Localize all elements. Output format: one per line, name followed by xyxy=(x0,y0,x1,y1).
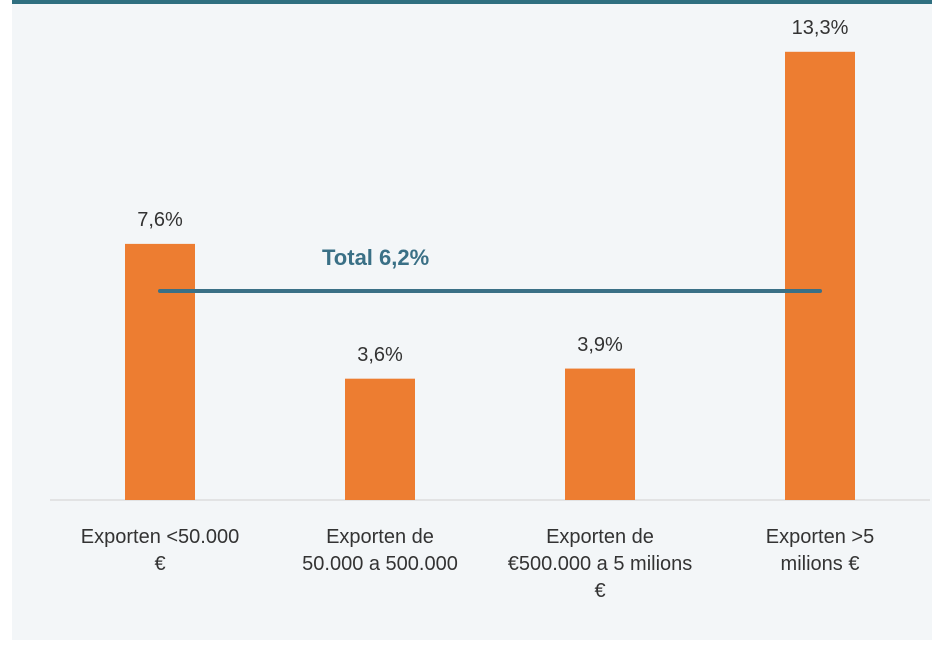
bar xyxy=(125,243,195,500)
data-label: 3,9% xyxy=(577,333,623,356)
bar xyxy=(785,51,855,500)
x-tick-label: Exporten >5 milions € xyxy=(765,526,875,575)
bar xyxy=(565,368,635,500)
data-label: 3,6% xyxy=(357,343,403,366)
bar xyxy=(345,378,415,500)
data-label: 13,3% xyxy=(791,16,849,39)
data-label: 7,6% xyxy=(137,208,183,231)
x-tick-label: Exporten <50.000 € xyxy=(80,526,240,575)
reference-label: Total 6,2% xyxy=(322,245,430,271)
x-tick-label: Exporten de €500.000 a 5 milions € xyxy=(507,526,693,602)
x-tick-label: Exporten de 50.000 a 500.000 xyxy=(302,526,458,575)
